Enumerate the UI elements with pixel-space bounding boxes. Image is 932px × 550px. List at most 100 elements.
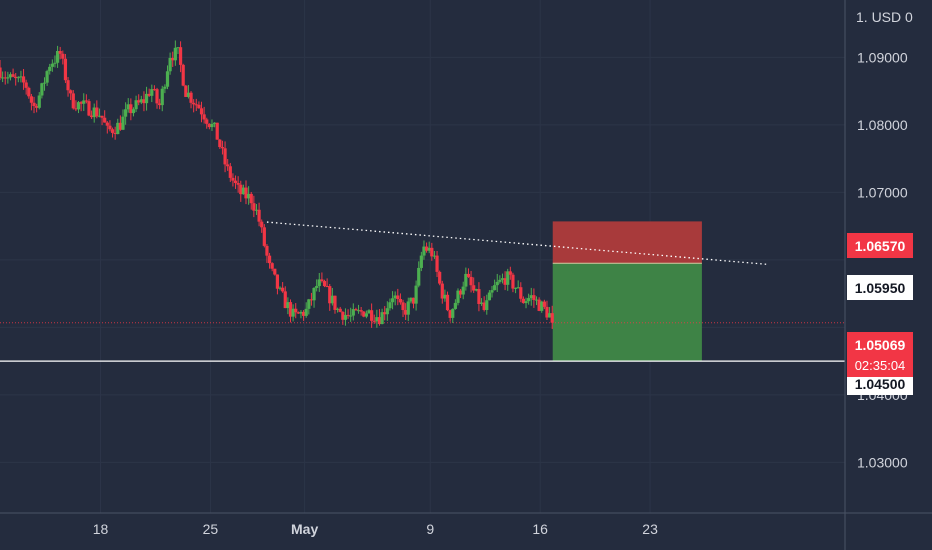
- candle-body: [8, 74, 13, 78]
- candle-body: [239, 184, 243, 195]
- candle-body: [550, 313, 554, 323]
- candle-body: [231, 177, 235, 181]
- candle-body: [35, 106, 39, 108]
- current-price-tag: 1.05069 02:35:04: [847, 332, 913, 377]
- candle-body: [359, 310, 363, 312]
- candle-body: [440, 283, 444, 299]
- candle-body: [92, 107, 96, 118]
- candle-body: [537, 299, 541, 311]
- candle-body: [192, 102, 196, 105]
- candle-body: [419, 255, 423, 268]
- candle-body: [443, 294, 447, 299]
- candle-body: [427, 247, 431, 251]
- candles: [0, 40, 554, 329]
- current-price-text: 1.05069: [855, 337, 906, 353]
- candle-body: [110, 129, 115, 133]
- candle-body: [21, 76, 26, 83]
- candle-body: [53, 62, 57, 64]
- candle-body: [108, 125, 112, 130]
- candle-body: [424, 246, 429, 251]
- candle-body: [291, 308, 295, 317]
- candle-body: [1, 77, 5, 79]
- candle-body: [76, 102, 81, 110]
- stop-price-tag-bg: [847, 233, 913, 258]
- candle-body: [207, 123, 211, 128]
- candle-body: [233, 180, 238, 184]
- candle-body: [309, 299, 314, 301]
- candle-body: [330, 295, 334, 304]
- countdown-text: 02:35:04: [855, 358, 906, 373]
- candle-body: [301, 311, 306, 316]
- candle-body: [438, 271, 442, 284]
- candle-body: [430, 247, 434, 257]
- candle-body: [534, 299, 539, 301]
- candle-body: [341, 311, 345, 320]
- candle-body: [278, 287, 282, 289]
- candle-body: [511, 274, 515, 289]
- candle-body: [508, 271, 512, 275]
- candle-body: [482, 302, 486, 310]
- candle-body: [116, 122, 120, 135]
- candle-body: [469, 276, 473, 286]
- candle-body: [262, 227, 266, 246]
- current-price-tag-bg: [847, 332, 913, 377]
- candle-body: [343, 314, 348, 320]
- candle-body: [503, 278, 507, 285]
- candle-body: [144, 93, 149, 104]
- candle-body: [333, 295, 337, 310]
- candle-body: [490, 290, 494, 293]
- x-tick-label: 9: [426, 521, 434, 537]
- candle-body: [254, 209, 259, 211]
- candle-body: [265, 245, 269, 256]
- candle-body: [466, 273, 471, 277]
- candle-body: [178, 47, 183, 65]
- candle-body: [131, 109, 136, 114]
- candle-body: [521, 298, 526, 304]
- currency-label[interactable]: 1. USD: [856, 9, 901, 25]
- candle-body: [270, 263, 274, 269]
- candle-body: [113, 132, 117, 135]
- candle-body: [409, 297, 413, 302]
- candle-body: [158, 103, 162, 106]
- candle-body: [61, 53, 65, 59]
- candle-body: [317, 279, 321, 287]
- candle-body: [472, 285, 476, 291]
- candle-body: [213, 122, 217, 124]
- take-profit-zone[interactable]: [552, 263, 702, 362]
- time-axis[interactable]: 18 25 May 9 16 23: [93, 521, 658, 537]
- candle-body: [524, 301, 528, 304]
- candle-body: [299, 311, 303, 314]
- candle-body: [236, 183, 240, 185]
- candle-body: [540, 301, 544, 311]
- candle-body: [432, 255, 437, 257]
- candle-body: [474, 289, 478, 291]
- candle-body: [404, 310, 408, 315]
- candle-body: [87, 101, 91, 116]
- candle-body: [55, 51, 60, 63]
- candle-body: [79, 102, 83, 104]
- candle-body: [401, 302, 405, 311]
- y-tick-label: 1.08000: [857, 117, 908, 133]
- candle-body: [362, 311, 366, 317]
- candle-body: [171, 57, 175, 61]
- candle-body: [103, 117, 107, 123]
- x-tick-label: 16: [532, 521, 548, 537]
- candle-body: [205, 119, 209, 124]
- axis-menu-icon[interactable]: 0: [905, 9, 913, 25]
- candle-body: [134, 100, 138, 110]
- candle-body: [118, 122, 122, 130]
- stop-loss-zone[interactable]: [552, 221, 702, 264]
- candle-body: [456, 290, 460, 303]
- candle-body: [69, 90, 73, 94]
- candle-body: [50, 63, 54, 67]
- candle-body: [42, 82, 47, 84]
- candle-body: [228, 166, 232, 178]
- candle-body: [74, 108, 78, 110]
- candle-body: [275, 274, 280, 289]
- candle-body: [163, 86, 167, 89]
- x-tick-label: 23: [642, 521, 658, 537]
- candle-body: [519, 287, 523, 299]
- candle-body: [406, 301, 410, 315]
- candle-body: [370, 310, 374, 321]
